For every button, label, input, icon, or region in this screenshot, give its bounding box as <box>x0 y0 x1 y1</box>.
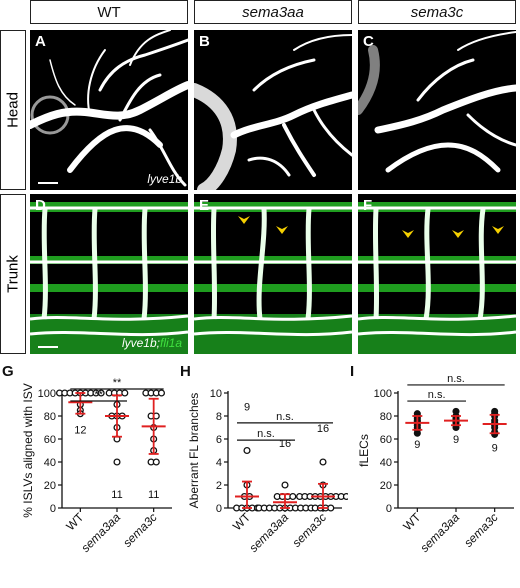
data-point <box>113 458 121 466</box>
data-point <box>97 389 105 397</box>
significance-label: n.s. <box>276 411 294 423</box>
x-tick-label: sema3c <box>290 510 330 550</box>
x-tick-label: sema3aa <box>417 510 462 555</box>
y-tick-label: 100 <box>374 388 392 400</box>
chart-g: G 0 20 40 60 80 100% ISLVs aligned with ISV WT 1… <box>0 360 180 583</box>
x-tick-label: WT <box>230 510 254 534</box>
y-tick-label: 20 <box>380 480 392 492</box>
y-tick-label: 8 <box>216 411 222 423</box>
panel-letter-i: I <box>350 363 354 380</box>
n-label: 9 <box>244 401 250 413</box>
micrograph-panel-e: E <box>194 194 352 354</box>
y-tick-label: 4 <box>216 457 222 469</box>
n-label: 16 <box>317 423 329 435</box>
n-label: 16 <box>279 438 291 450</box>
x-tick-label: sema3c <box>120 510 160 550</box>
panel-letter-a: A <box>35 33 46 50</box>
channel-lyve1b: lyve1b <box>121 336 157 350</box>
significance-label: n.s. <box>447 373 465 385</box>
x-tick-label: sema3aa <box>246 510 291 555</box>
chart-g-svg: G 0 20 40 60 80 100% ISLVs aligned with ISV WT 1… <box>2 363 172 555</box>
row-label-trunk-text: Trunk <box>4 255 22 293</box>
n-label: 11 <box>148 489 159 501</box>
panel-letter-c: C <box>363 33 374 50</box>
chart-i-svg: I 0 20 40 60 80 100 fLECs WT 9 sema3aa 9 sema3c 9 n.s.… <box>350 363 514 555</box>
header-sema3c: sema3c <box>358 0 516 24</box>
arrowhead-markers <box>402 226 504 238</box>
row-label-trunk: Trunk <box>0 194 26 354</box>
panel-letter-g: G <box>2 363 14 380</box>
y-tick-label: 40 <box>44 457 56 469</box>
chart-h-svg: H 0 2 4 6 8 10 Aberrant FL branches WT 9 sema3aa 16… <box>180 363 350 555</box>
y-tick-label: 20 <box>44 480 56 492</box>
trunk-vessels-wt <box>30 202 188 354</box>
y-tick-label: 100 <box>38 388 56 400</box>
header-wt: WT <box>30 0 188 24</box>
y-tick-label: 80 <box>44 411 56 423</box>
data-point <box>319 458 327 466</box>
panel-letter-d: D <box>35 197 46 214</box>
micrograph-panel-f: F <box>358 194 516 354</box>
trunk-vessels-sema3c <box>358 202 516 354</box>
y-tick-label: 40 <box>380 457 392 469</box>
n-label: 9 <box>453 434 459 446</box>
significance-label: ** <box>113 377 122 389</box>
channel-fli1a: fli1a <box>159 336 182 350</box>
micrograph-panel-b: B <box>194 30 352 190</box>
n-label: 11 <box>111 489 122 501</box>
data-point <box>327 504 335 512</box>
x-tick-label: sema3aa <box>78 510 123 555</box>
y-tick-label: 10 <box>210 388 222 400</box>
significance-label: n.s. <box>428 389 446 401</box>
arrowhead-markers <box>238 216 288 234</box>
y-axis-label: Aberrant FL branches <box>187 393 201 509</box>
significance-label: n.s. <box>257 428 275 440</box>
x-tick-label: WT <box>400 510 424 534</box>
data-point <box>152 458 160 466</box>
n-label: 12 <box>74 425 86 437</box>
data-point <box>121 389 129 397</box>
panel-letter-h: H <box>180 363 191 380</box>
data-point <box>281 481 289 489</box>
y-tick-label: 0 <box>216 503 222 515</box>
significance-label: ** <box>94 389 103 401</box>
head-vessels-sema3c <box>358 31 516 173</box>
y-tick-label: 0 <box>386 503 392 515</box>
row-label-head: Head <box>0 30 26 190</box>
y-axis-label: % ISLVs aligned with ISV <box>21 383 35 518</box>
y-tick-label: 60 <box>44 434 56 446</box>
y-tick-label: 80 <box>380 411 392 423</box>
micrograph-panel-c: C <box>358 30 516 190</box>
head-vessels-wt <box>30 30 188 187</box>
data-point <box>157 389 166 397</box>
panel-letter-f: F <box>363 197 373 214</box>
head-vessels-sema3aa <box>194 34 352 190</box>
channel-label-d: lyve1b;fli1a <box>122 336 182 350</box>
x-tick-label: WT <box>63 510 87 534</box>
data-point <box>491 407 499 415</box>
data-point <box>243 446 251 455</box>
x-tick-label: sema3c <box>461 510 501 550</box>
data-point <box>289 492 297 501</box>
y-tick-label: 60 <box>380 434 392 446</box>
row-label-head-text: Head <box>4 92 22 128</box>
channel-label-a: lyve1b <box>147 172 182 186</box>
y-tick-label: 6 <box>216 434 222 446</box>
y-tick-label: 2 <box>216 480 222 492</box>
header-sema3aa: sema3aa <box>194 0 352 24</box>
trunk-vessels-sema3aa <box>194 202 352 354</box>
chart-i: I 0 20 40 60 80 100 fLECs WT 9 sema3aa 9 sema3c 9 n.s.… <box>348 360 520 583</box>
data-point <box>452 407 460 415</box>
n-label: 9 <box>492 442 498 454</box>
channel-sep: ; <box>156 336 160 350</box>
y-axis-label: fLECs <box>357 434 371 467</box>
micrograph-panel-d: D lyve1b;fli1a <box>30 194 188 354</box>
panel-letter-b: B <box>199 33 210 50</box>
n-label: 9 <box>414 439 420 451</box>
panel-letter-e: E <box>199 197 210 214</box>
chart-h: H 0 2 4 6 8 10 Aberrant FL branches WT 9 sema3aa 16… <box>178 360 350 583</box>
y-tick-label: 0 <box>50 503 56 515</box>
micrograph-panel-a: A lyve1b <box>30 30 188 190</box>
